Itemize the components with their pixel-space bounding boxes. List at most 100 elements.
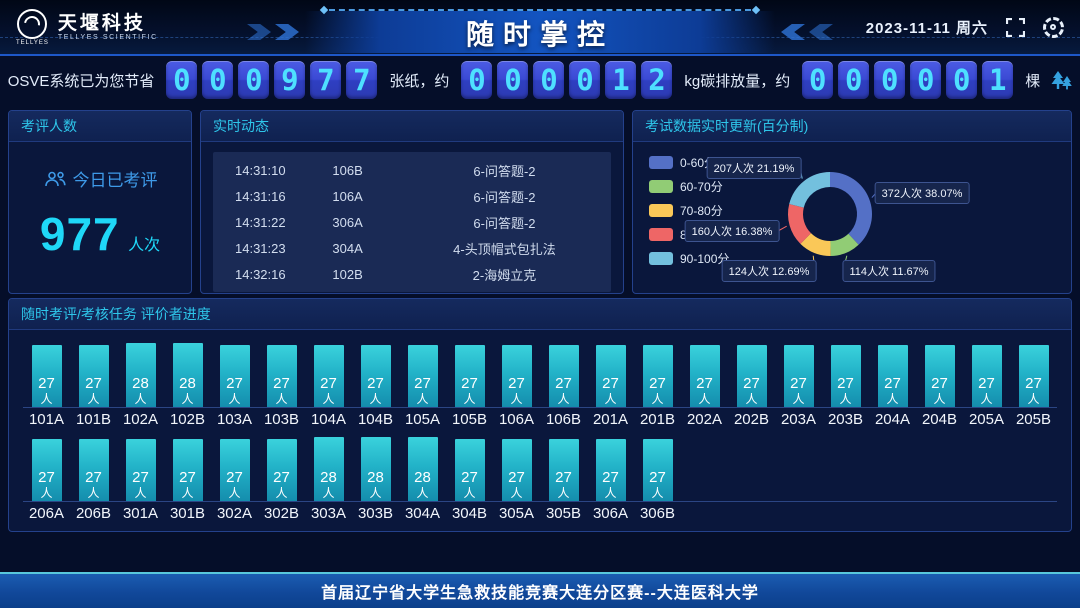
bar-category-label: 304A	[404, 505, 441, 522]
counter-digit: 0	[838, 61, 870, 99]
feed-item: 2-海姆立克	[472, 267, 537, 283]
bar-unit: 人	[134, 486, 147, 500]
counter-digit: 0	[802, 61, 834, 99]
progress-bar: 27 人	[595, 439, 626, 502]
progress-bar: 27 人	[78, 345, 109, 408]
donut-callout-label: 124人次 12.69%	[721, 260, 817, 282]
progress-bar: 27 人	[642, 439, 673, 502]
bar-category-label: 105A	[404, 411, 441, 428]
live-feed-panel: 实时动态 14:31:10 106B 6-问答题-2 14:31:16 106A 6-问答…	[200, 110, 624, 294]
progress-bar: 27 人	[1018, 345, 1049, 408]
feed-time: 14:31:22	[235, 214, 286, 230]
bar-value: 27	[132, 469, 149, 486]
progress-bar: 27 人	[548, 345, 579, 408]
counter-digit: 0	[910, 61, 942, 99]
bar-category-label: 306A	[592, 505, 629, 522]
counter-digit: 1	[605, 61, 637, 99]
progress-bar: 27 人	[172, 439, 203, 502]
feed-room: 306A	[332, 214, 363, 230]
assessed-label-row: 今日已考评	[9, 166, 191, 191]
paper-suffix: 张纸，约	[389, 72, 450, 90]
counter-digit: 7	[310, 61, 342, 99]
bar-unit: 人	[228, 392, 241, 406]
bar-category-label: 201A	[592, 411, 629, 428]
bar-row: 27 人 206A 27 人 206B 27 人 301A 27 人 301B 27 人 302A 27 人 30…	[23, 432, 1057, 524]
bar-slot: 27 人 306A	[587, 432, 634, 524]
progress-bar: 27 人	[830, 345, 861, 408]
bar-category-label: 102A	[122, 411, 159, 428]
feed-item: 6-问答题-2	[473, 163, 536, 179]
bar-unit: 人	[651, 486, 664, 500]
counter-digit: 0	[461, 61, 493, 99]
bar-value: 27	[649, 469, 666, 486]
bar-value: 28	[367, 469, 384, 486]
bar-value: 27	[85, 469, 102, 486]
bar-unit: 人	[416, 486, 429, 500]
feed-row: 14:31:10 106B 6-问答题-2	[213, 157, 611, 183]
bar-unit: 人	[275, 486, 288, 500]
bar-slot: 27 人 203A	[775, 338, 822, 430]
bar-unit: 人	[651, 392, 664, 406]
bar-value: 27	[884, 375, 901, 392]
bar-value: 27	[649, 375, 666, 392]
bar-category-label: 202B	[733, 411, 770, 428]
bar-category-label: 101B	[75, 411, 112, 428]
settings-button[interactable]	[1042, 16, 1064, 38]
bar-slot: 27 人 104A	[305, 338, 352, 430]
fullscreen-button[interactable]	[1004, 16, 1026, 38]
bar-slot: 27 人 201A	[587, 338, 634, 430]
counter-digit: 7	[346, 61, 378, 99]
bar-slot: 27 人 203B	[822, 338, 869, 430]
bar-value: 28	[320, 469, 337, 486]
bar-value: 27	[461, 469, 478, 486]
footer-text: 首届辽宁省大学生急救技能竞赛大连分区赛--大连医科大学	[321, 585, 759, 602]
header: TELLYES 天堰科技 TELLYES SCIENTIFIC 随时掌控 202…	[0, 0, 1080, 56]
bar-unit: 人	[510, 392, 523, 406]
main-panels-row: 考评人数 今日已考评 977 人次 实时动态	[8, 110, 1072, 294]
bar-slot: 27 人 103B	[258, 338, 305, 430]
bar-slot: 28 人 102B	[164, 338, 211, 430]
feed-item: 6-问答题-2	[473, 215, 536, 231]
bar-category-label: 105B	[451, 411, 488, 428]
bar-unit: 人	[369, 392, 382, 406]
bar-slot: 27 人 304B	[446, 432, 493, 524]
counter-digit: 0	[946, 61, 978, 99]
people-icon	[44, 171, 66, 186]
bar-unit: 人	[275, 392, 288, 406]
bar-value: 27	[461, 375, 478, 392]
feed-time: 14:31:23	[235, 240, 286, 256]
progress-bar: 27 人	[642, 345, 673, 408]
counter-digit: 0	[202, 61, 234, 99]
bar-value: 27	[1025, 375, 1042, 392]
gear-icon	[1042, 16, 1064, 38]
assessed-count: 977 人次	[9, 207, 191, 261]
feed-time: 14:31:10	[235, 162, 286, 178]
page-title: 随时掌控	[465, 20, 614, 51]
donut-callout-line	[777, 225, 787, 232]
bar-slot: 27 人 202B	[728, 338, 775, 430]
bar-slot: 27 人 302B	[258, 432, 305, 524]
bar-value: 27	[508, 469, 525, 486]
donut-slice	[800, 233, 831, 256]
bar-slot: 28 人 304A	[399, 432, 446, 524]
bar-category-label: 104A	[310, 411, 347, 428]
counter-digit: 0	[569, 61, 601, 99]
progress-bar: 27 人	[454, 439, 485, 502]
donut-callout-label: 114人次 11.67%	[842, 260, 936, 282]
progress-bar: 27 人	[125, 439, 156, 502]
logo-badge-text: TELLYES	[16, 39, 49, 46]
bar-value: 27	[414, 375, 431, 392]
chevron-decoration-icon	[247, 24, 271, 40]
feed-row: 14:31:16 106A 6-问答题-2	[213, 183, 611, 209]
bar-unit: 人	[181, 392, 194, 406]
bar-value: 27	[226, 375, 243, 392]
bar-category-label: 302A	[216, 505, 253, 522]
bar-slot: 27 人 301A	[117, 432, 164, 524]
tree-suffix: 棵	[1025, 72, 1041, 90]
bar-unit: 人	[134, 392, 147, 406]
bar-category-label: 303A	[310, 505, 347, 522]
donut-slice	[789, 172, 830, 208]
assessed-panel-title: 考评人数	[9, 111, 191, 142]
